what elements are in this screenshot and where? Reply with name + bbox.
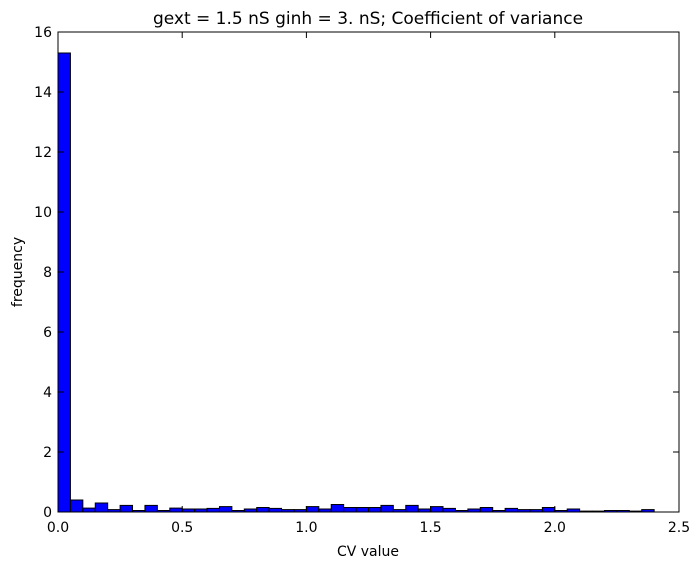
histogram-bar (206, 507, 220, 513)
x-tick-label: 0.5 (171, 520, 193, 536)
histogram-bar (218, 506, 233, 513)
histogram-bar (268, 507, 283, 513)
y-tick-label: 4 (43, 385, 52, 401)
histogram-bar (330, 504, 345, 513)
histogram-bar (256, 507, 270, 513)
chart-title: gext = 1.5 nS ginh = 3. nS; Coefficient … (153, 9, 583, 29)
histogram-bar (94, 502, 109, 513)
histogram-bar (82, 507, 96, 513)
histogram-bar (479, 507, 494, 513)
histogram-bar (57, 52, 71, 513)
histogram-bar (504, 507, 519, 513)
histogram-bar (119, 504, 134, 513)
y-tick-label: 6 (43, 325, 52, 341)
histogram-bar (305, 506, 320, 513)
histogram-bar (144, 504, 158, 513)
x-tick-label: 1.5 (419, 520, 441, 536)
histogram-bar (541, 507, 556, 513)
y-tick-label: 14 (34, 85, 52, 101)
y-tick-label: 8 (43, 265, 52, 281)
histogram-bar (442, 507, 456, 513)
histogram-bar (69, 499, 84, 513)
y-tick-label: 10 (34, 205, 52, 221)
x-tick-label: 2.0 (544, 520, 566, 536)
y-tick-label: 2 (43, 445, 52, 461)
y-tick-label: 0 (43, 505, 52, 521)
y-tick-label: 16 (34, 25, 52, 41)
x-axis-label: CV value (337, 544, 399, 560)
histogram-bar (343, 507, 357, 513)
x-tick-label: 0.0 (47, 520, 69, 536)
histogram-bar (169, 507, 183, 513)
x-tick-label: 2.5 (668, 520, 690, 536)
y-tick-label: 12 (34, 145, 52, 161)
y-axis-ticks: 0 2 4 6 8 10 12 14 16 (34, 25, 679, 521)
histogram-bar (380, 504, 394, 513)
histogram-bar (405, 504, 419, 513)
x-tick-label: 1.0 (295, 520, 317, 536)
histogram-bar (430, 506, 444, 513)
histogram-bar (368, 507, 382, 513)
x-axis-ticks: 0.0 0.5 1.0 1.5 2.0 2.5 (47, 32, 690, 536)
histogram-bar (355, 507, 369, 513)
y-axis-label: frequency (10, 237, 26, 307)
